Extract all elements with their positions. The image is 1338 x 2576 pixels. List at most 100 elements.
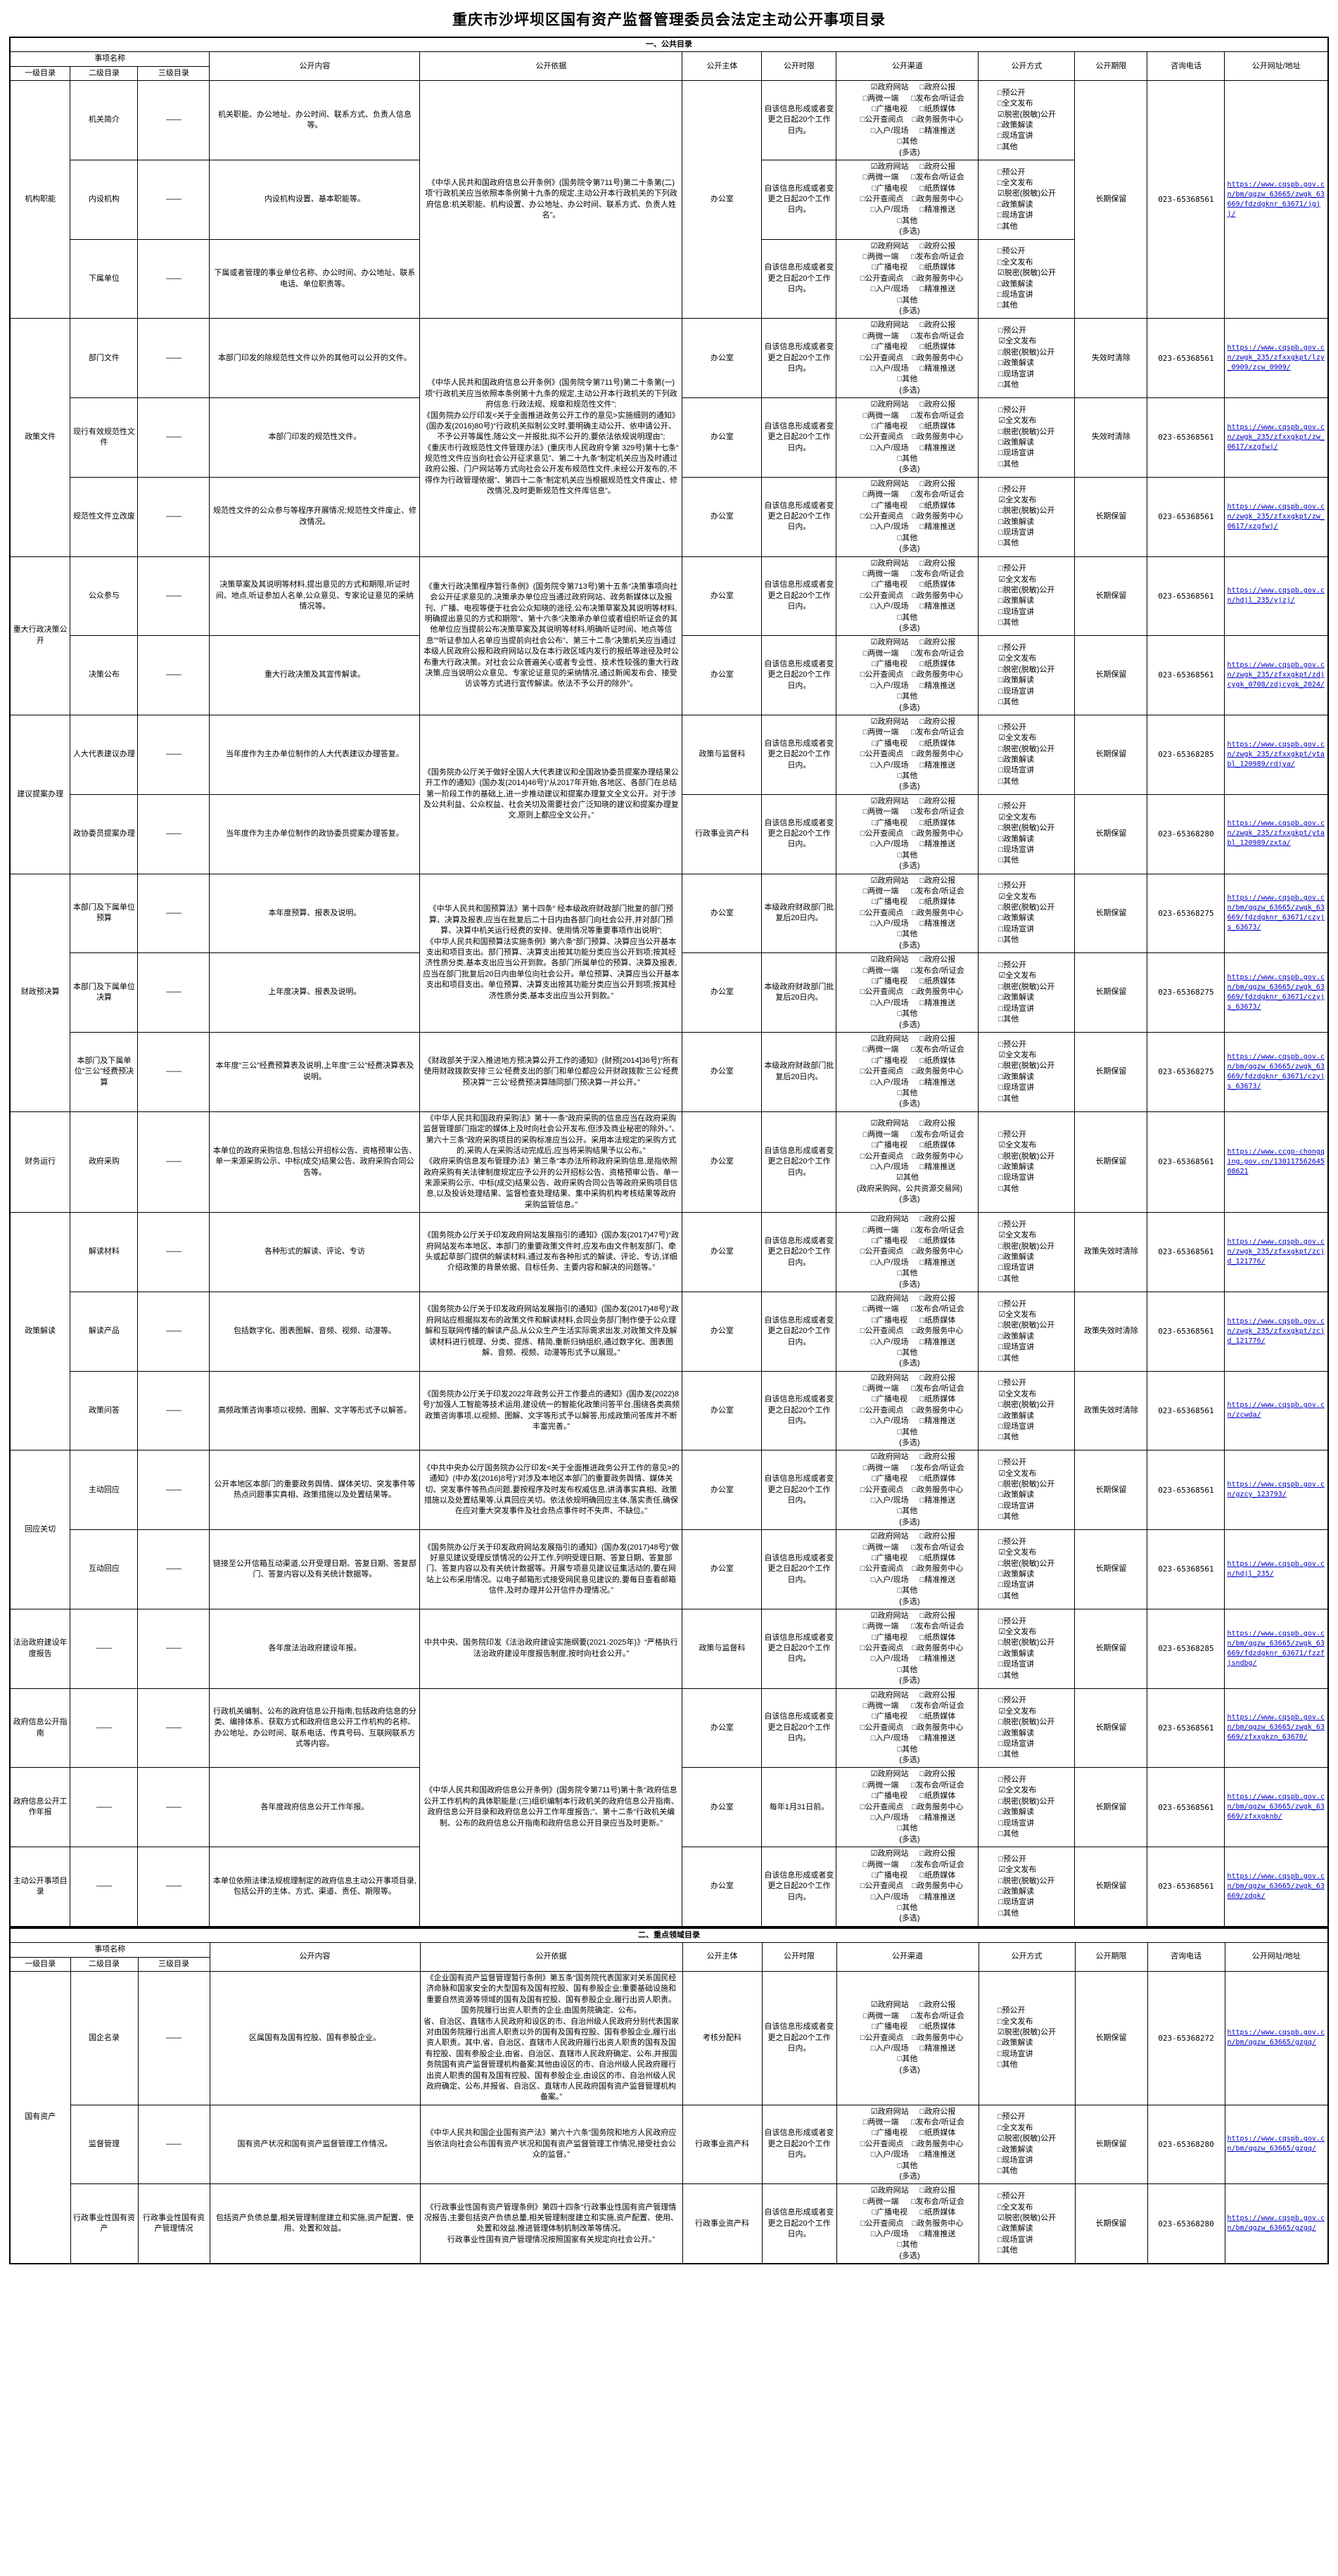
public-url-link[interactable]: https://www.cqspb.gov.cn/bm/qgzw_63665/z… (1227, 1052, 1325, 1090)
channel-checkbox: □广播电视 (872, 1315, 907, 1325)
public-url-link[interactable]: https://www.cqspb.gov.cn/zcwda/ (1227, 1401, 1325, 1420)
cell-c3: —— (137, 80, 210, 160)
channel-checkbox: □精准推送 (919, 1813, 956, 1822)
method-checkbox: □现场宣讲 (998, 687, 1035, 696)
cell-c3: —— (137, 1031, 210, 1112)
channel-checkbox: □入户/现场 (870, 2230, 909, 2238)
cell-c2: —— (70, 1847, 139, 1927)
public-url-link[interactable]: https://www.cqspb.gov.cn/zwgk_235/zfxxgk… (1227, 661, 1325, 689)
channel-checkbox: □精准推送 (919, 840, 956, 849)
channel-checkbox: ☑政府网站 (870, 1294, 909, 1303)
cell-basis: 《中华人民共和国政府信息公开条例》(国务院令第711号)第二十条第(二)项“行政… (419, 80, 683, 319)
cell-deadline: 每年1月31日前。 (761, 1767, 837, 1848)
method-checkbox: □其他 (998, 459, 1019, 468)
cell-phone: 023-65368561 (1147, 1111, 1225, 1213)
public-url-link[interactable]: https://www.cqspb.gov.cn/gzcy_123793/ (1227, 1481, 1325, 1499)
cell-deadline: 自该信息形成或者变更之日起20个工作日内。 (761, 635, 837, 716)
public-url-link[interactable]: https://www.cqspb.gov.cn/bm/qgzw_63665/g… (1227, 2214, 1325, 2233)
channel-checkbox: □入户/现场 (870, 285, 909, 294)
column-header: 公开方式 (978, 51, 1076, 82)
cell-content: 包括数字化、图表图解、音频、视频、动漫等。 (209, 1291, 421, 1372)
channel-checkbox: □两微一端 (862, 1463, 899, 1472)
public-url-link[interactable]: https://www.cqspb.gov.cn/bm/qgzw_63665/g… (1227, 2029, 1325, 2047)
cell-c3: —— (137, 318, 210, 399)
cell-c2: 决策公布 (70, 635, 139, 716)
cell-content: 下属或者管理的事业单位名称、办公时间、办公地址、联系电话、单位职责等。 (209, 238, 421, 319)
channel-checkbox: □两微一端 (862, 490, 899, 499)
cell-channels: ☑政府网站 □政府公报 □两微一端 □发布会/听证会 □广播电视 □纸质媒体 □公开查阅点 □… (836, 1971, 979, 2105)
multi-select-note: (多选) (899, 1020, 920, 1029)
method-checkbox: ☑全文发布 (998, 1707, 1037, 1716)
public-url-link[interactable]: https://www.cqspb.gov.cn/hdjl_235/yjzj/ (1227, 587, 1325, 605)
cell-content: 决策草案及其说明等材料,提出意见的方式和期限,听证时间、地点,听证参加人名单,公… (209, 556, 421, 637)
cell-c3: —— (137, 1767, 210, 1848)
cell-phone: 023-65368561 (1147, 1529, 1225, 1609)
cell-phone: 023-65368561 (1147, 1450, 1225, 1531)
channel-checkbox: □两微一端 (862, 1780, 899, 1790)
column-header: 公开渠道 (836, 1942, 979, 1972)
public-url-link[interactable]: https://www.cqspb.gov.cn/bm/qgzw_63665/z… (1227, 1714, 1325, 1742)
channel-checkbox: □两微一端 (862, 649, 899, 658)
public-url-link[interactable]: https://www.cqspb.gov.cn/bm/qgzw_63665/z… (1227, 180, 1325, 218)
cell-period: 长期保留 (1074, 2183, 1148, 2264)
method-checkbox: □其他 (998, 1014, 1019, 1024)
multi-select-note: (多选) (899, 862, 920, 871)
channel-checkbox: □公开查阅点 (860, 2219, 904, 2228)
table-row: 现行有效规范性文件 —— 本部门印发的规范性文件。 办公室 自该信息形成或者变更之日起2… (10, 397, 1329, 478)
cell-deadline: 自该信息形成或者变更之日起20个工作日内。 (761, 159, 837, 240)
method-checkbox: □政策解读 (998, 517, 1035, 526)
cell-channels: ☑政府网站 □政府公报 □两微一端 □发布会/听证会 □广播电视 □纸质媒体 □公开查阅点 □… (836, 1847, 979, 1927)
public-url-link[interactable]: https://www.cqspb.gov.cn/zwgk_235/zfxxgk… (1227, 423, 1325, 451)
channel-checkbox: □政府公报 (919, 1770, 956, 1779)
channel-checkbox: □两微一端 (862, 1225, 899, 1235)
channel-checkbox: ☑政府网站 (870, 241, 909, 250)
channel-checkbox: □广播电视 (872, 818, 907, 827)
cell-c1: 政府信息公开指南 (9, 1688, 71, 1768)
channel-checkbox: □两微一端 (862, 1305, 899, 1314)
channel-checkbox: □精准推送 (919, 126, 956, 135)
channel-checkbox: □公开查阅点 (860, 591, 904, 600)
column-header: 公开期限 (1074, 51, 1148, 82)
column-header: 公开时限 (761, 51, 837, 82)
cell-content: 本单位依照法律法规梳理制定的政府信息主动公开事项目录,包括公开的主体、方式、渠道… (209, 1847, 421, 1927)
channel-checkbox: □广播电视 (872, 2022, 907, 2032)
public-url-link[interactable]: https://www.cqspb.gov.cn/zwgk_235/zfxxgk… (1227, 1317, 1325, 1345)
cell-channels: ☑政府网站 □政府公报 □两微一端 □发布会/听证会 □广播电视 □纸质媒体 □公开查阅点 □… (836, 1370, 979, 1451)
public-url-link[interactable]: https://www.cqspb.gov.cn/bm/qgzw_63665/z… (1227, 1629, 1325, 1667)
multi-select-note: (多选) (899, 1676, 920, 1685)
method-checkbox: □现场宣讲 (998, 766, 1035, 775)
channel-checkbox: □精准推送 (919, 2150, 956, 2160)
table-row: 监督管理 —— 国有资产状况和国有资产监督管理工作情况。 《中华人民共和国企业国有资产… (10, 2104, 1329, 2185)
channel-checkbox: □精准推送 (919, 1575, 956, 1584)
public-url-link[interactable]: https://www.ccgp-chongqing.gov.cn/130117… (1227, 1147, 1325, 1175)
public-url-link[interactable]: https://www.cqspb.gov.cn/bm/qgzw_63665/z… (1227, 894, 1325, 932)
column-header: 公开依据 (419, 51, 683, 82)
cell-period: 政策失效时清除 (1074, 1291, 1148, 1372)
method-checkbox: □脱密(脱敏)公开 (998, 506, 1055, 516)
cell-channels: ☑政府网站 □政府公报 □两微一端 □发布会/听证会 □广播电视 □纸质媒体 □公开查阅点 □… (836, 1291, 979, 1372)
channel-checkbox: □其他 (897, 533, 918, 542)
public-url-link[interactable]: https://www.cqspb.gov.cn/zwgk_235/zfxxgk… (1227, 1237, 1325, 1265)
public-url-link[interactable]: https://www.cqspb.gov.cn/bm/qgzw_63665/z… (1227, 1872, 1325, 1900)
cell-c1: 主动公开事项目录 (9, 1847, 71, 1927)
public-url-link[interactable]: https://www.cqspb.gov.cn/zwgk_235/zfxxgk… (1227, 344, 1325, 372)
public-url-link[interactable]: https://www.cqspb.gov.cn/bm/qgzw_63665/z… (1227, 973, 1325, 1011)
public-url-link[interactable]: https://www.cqspb.gov.cn/hdjl_235/ (1227, 1560, 1325, 1578)
cell-channels: ☑政府网站 □政府公报 □两微一端 □发布会/听证会 □广播电视 □纸质媒体 □公开查阅点 □… (836, 635, 979, 716)
public-url-link[interactable]: https://www.cqspb.gov.cn/zwgk_235/zfxxgk… (1227, 502, 1325, 530)
cell-c2: 部门文件 (70, 318, 139, 399)
channel-checkbox: □公开查阅点 (860, 1152, 904, 1161)
public-url-link[interactable]: https://www.cqspb.gov.cn/bm/qgzw_63665/z… (1227, 1793, 1325, 1821)
public-url-link[interactable]: https://www.cqspb.gov.cn/zwgk_235/zfxxgk… (1227, 740, 1325, 768)
cell-c2: 解读材料 (70, 1212, 139, 1292)
cell-subject: 办公室 (682, 556, 763, 637)
public-url-link[interactable]: https://www.cqspb.gov.cn/zwgk_235/zfxxgk… (1227, 820, 1325, 848)
table-row: 本部门及下属单位决算 —— 上年度决算、报表及说明。 办公室 本级政府财政部门批复后20… (10, 952, 1329, 1033)
channel-checkbox: □纸质媒体 (919, 343, 956, 352)
channel-checkbox: □纸质媒体 (919, 977, 956, 986)
channel-checkbox: □精准推送 (919, 364, 956, 373)
public-url-link[interactable]: https://www.cqspb.gov.cn/bm/qgzw_63665/g… (1227, 2135, 1325, 2153)
channel-checkbox: □广播电视 (872, 1633, 907, 1642)
method-checkbox: □全文发布 (997, 2202, 1033, 2212)
channel-checkbox: □广播电视 (872, 1395, 907, 1404)
